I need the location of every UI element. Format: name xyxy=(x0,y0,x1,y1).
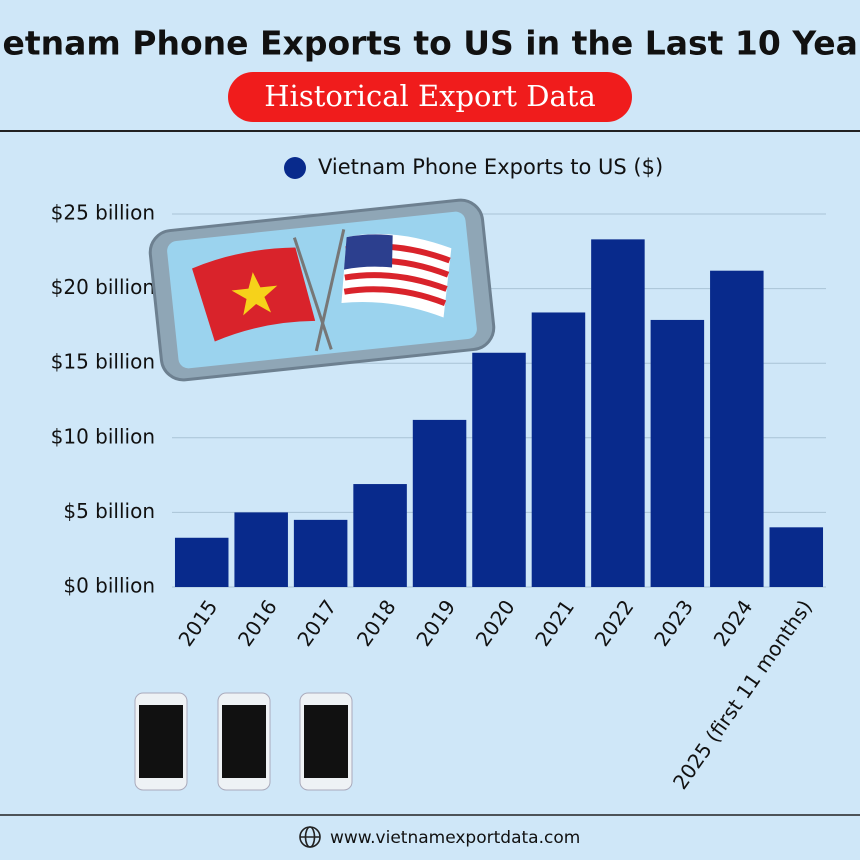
footer-website: www.vietnamexportdata.com xyxy=(330,828,580,848)
us-stripes xyxy=(343,243,451,307)
bar xyxy=(353,484,407,587)
y-tick-label: $15 billion xyxy=(51,350,155,374)
bar xyxy=(531,312,586,587)
y-tick-label: $25 billion xyxy=(51,201,155,225)
bar xyxy=(710,270,764,587)
chart-subtitle: Historical Export Data xyxy=(264,79,596,113)
flag-pole xyxy=(314,229,346,352)
bar xyxy=(412,419,467,587)
bar xyxy=(234,512,288,587)
us-canton xyxy=(343,234,393,270)
legend-label: Vietnam Phone Exports to US ($) xyxy=(318,155,663,179)
phone-icon-screen xyxy=(304,705,348,778)
y-tick-label: $0 billion xyxy=(63,574,155,598)
chart-title: Vietnam Phone Exports to US in the Last … xyxy=(0,24,860,63)
y-tick-label: $5 billion xyxy=(63,499,155,523)
y-tick-label: $20 billion xyxy=(51,275,155,299)
bar xyxy=(769,527,824,587)
bar xyxy=(293,519,348,587)
bar xyxy=(650,319,705,587)
flag-star xyxy=(231,272,278,316)
flag-pole xyxy=(292,237,333,350)
phone-icon-screen xyxy=(139,705,183,778)
subtitle-pill xyxy=(228,72,632,122)
y-tick-label: $10 billion xyxy=(51,424,155,448)
phone-icon-screen xyxy=(222,705,266,778)
bar xyxy=(591,239,645,587)
legend-swatch xyxy=(284,157,306,179)
bar xyxy=(174,537,229,587)
globe-icon xyxy=(299,826,321,848)
bar xyxy=(472,352,526,587)
phone-illustration xyxy=(148,198,496,382)
phone-icons xyxy=(134,692,353,791)
